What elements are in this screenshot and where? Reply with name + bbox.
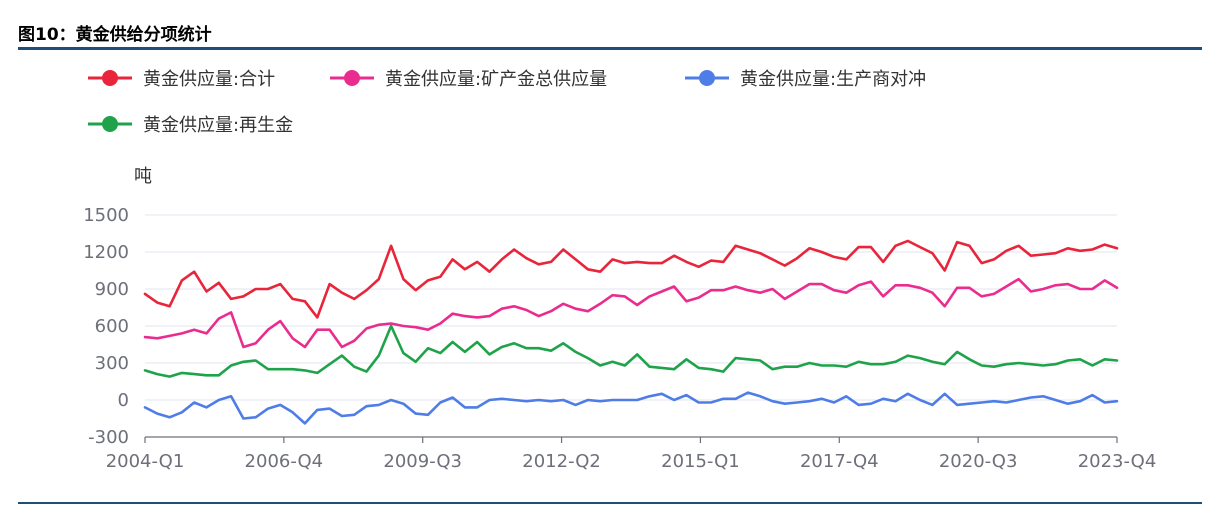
legend-swatch-marker	[344, 70, 360, 86]
y-tick-label: 300	[95, 353, 129, 374]
series-line-2	[143, 391, 1119, 425]
legend-item-1[interactable]: 黄金供应量:矿产金总供应量	[330, 69, 607, 90]
plot-lines	[143, 239, 1119, 425]
x-tick-label: 2009-Q3	[383, 451, 462, 472]
y-tick-label: -300	[88, 427, 129, 448]
y-tick-label: 1500	[83, 205, 129, 226]
x-tick-label: 2020-Q3	[939, 451, 1018, 472]
legend-label: 黄金供应量:生产商对冲	[740, 69, 926, 90]
x-tick-label: 2004-Q1	[106, 451, 185, 472]
y-axis-unit-label: 吨	[134, 166, 152, 187]
grid	[145, 214, 1117, 401]
legend-swatch-marker	[102, 116, 118, 132]
y-axis-ticks: -300 0 300 600 900 1200 1500	[83, 205, 129, 448]
legend-swatch-marker	[102, 70, 118, 86]
x-tick-label: 2015-Q1	[661, 451, 740, 472]
legend-item-3[interactable]: 黄金供应量:再生金	[88, 115, 293, 136]
x-axis: 2004-Q1 2006-Q4 2009-Q3 2012-Q2 2015-Q1 2017-…	[106, 436, 1157, 472]
legend-label: 黄金供应量:再生金	[143, 115, 293, 136]
legend-item-2[interactable]: 黄金供应量:生产商对冲	[685, 69, 926, 90]
legend-swatch-marker	[699, 70, 715, 86]
series-line-1	[143, 277, 1119, 349]
x-tick-label: 2006-Q4	[245, 451, 324, 472]
legend-label: 黄金供应量:合计	[143, 69, 275, 90]
legend-item-0[interactable]: 黄金供应量:合计	[88, 69, 275, 90]
x-tick-label: 2012-Q2	[522, 451, 601, 472]
series-line-3	[143, 324, 1119, 378]
figure-title: 图10：黄金供给分项统计	[18, 25, 212, 45]
bottom-rule	[18, 502, 1202, 504]
legend-label: 黄金供应量:矿产金总供应量	[385, 69, 607, 90]
y-tick-label: 900	[95, 279, 129, 300]
y-tick-label: 0	[118, 390, 129, 411]
series-line-0	[143, 239, 1119, 319]
y-tick-label: 1200	[83, 242, 129, 263]
top-rule	[18, 47, 1202, 50]
x-tick-label: 2023-Q4	[1078, 451, 1157, 472]
legend: 黄金供应量:合计 黄金供应量:矿产金总供应量 黄金供应量:生产商对冲黄金供应量:再生…	[88, 69, 926, 136]
y-tick-label: 600	[95, 316, 129, 337]
x-tick-label: 2017-Q4	[800, 451, 879, 472]
